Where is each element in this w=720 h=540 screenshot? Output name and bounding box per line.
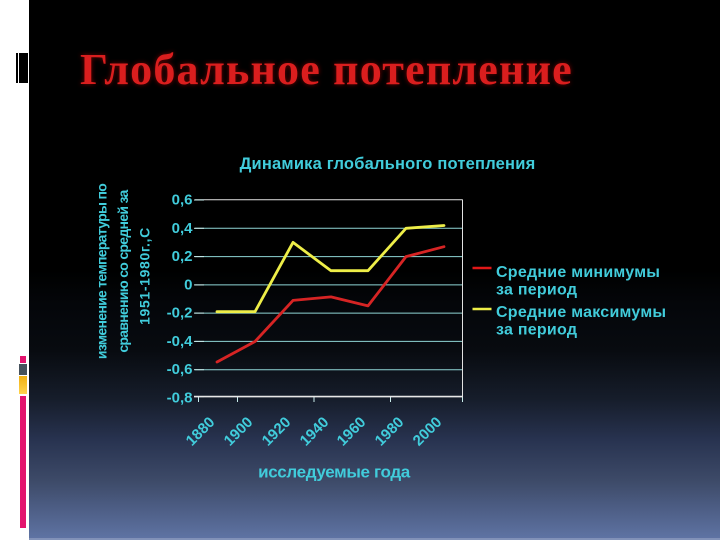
- svg-text:-0,6: -0,6: [167, 361, 193, 378]
- svg-text:1900: 1900: [221, 414, 257, 450]
- svg-text:1940: 1940: [297, 414, 333, 450]
- svg-text:1951-1980г.,С: 1951-1980г.,С: [137, 227, 153, 325]
- svg-text:Динамика глобального потеплени: Динамика глобального потепления: [240, 155, 536, 173]
- svg-text:сравнению со средней за: сравнению со средней за: [115, 189, 131, 352]
- svg-text:1880: 1880: [183, 414, 219, 450]
- svg-text:-0,8: -0,8: [167, 390, 193, 407]
- svg-text:за период: за период: [496, 322, 577, 339]
- svg-text:за период: за период: [496, 282, 577, 299]
- svg-text:исследуемые года: исследуемые года: [258, 463, 411, 482]
- svg-text:1960: 1960: [334, 414, 370, 450]
- svg-text:-0,4: -0,4: [167, 333, 194, 350]
- svg-text:1980: 1980: [372, 414, 408, 450]
- svg-text:Средние минимумы: Средние минимумы: [496, 264, 660, 281]
- svg-text:1920: 1920: [259, 414, 295, 450]
- svg-text:0,2: 0,2: [172, 248, 193, 265]
- svg-text:0: 0: [184, 276, 192, 293]
- svg-text:2000: 2000: [410, 414, 446, 450]
- svg-text:-0,2: -0,2: [167, 305, 193, 322]
- svg-text:0,4: 0,4: [172, 220, 194, 237]
- svg-text:0,6: 0,6: [172, 192, 193, 209]
- svg-text:изменение температуры по: изменение температуры по: [94, 184, 110, 359]
- svg-text:Средние максимумы: Средние максимумы: [496, 304, 666, 321]
